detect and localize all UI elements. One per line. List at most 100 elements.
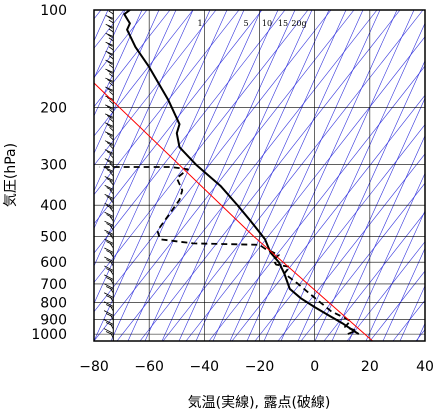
- wind-barb: [109, 100, 114, 105]
- adiabat-line: [231, 94, 425, 341]
- y-tick-label: 300: [40, 158, 67, 174]
- wind-barb: [106, 232, 113, 236]
- wind-barb: [110, 323, 114, 330]
- wind-barb: [105, 50, 114, 55]
- wind-barb: [105, 15, 114, 19]
- wind-barb: [109, 126, 114, 132]
- adiabat-line: [94, 10, 332, 313]
- wind-barb: [107, 70, 113, 74]
- wind-barb: [106, 241, 113, 245]
- wind-barb: [109, 144, 114, 150]
- mixing-ratio-label: 10: [262, 19, 272, 28]
- y-tick-label: 600: [40, 255, 67, 271]
- wind-barb: [103, 310, 114, 316]
- y-tick-label: 900: [40, 312, 67, 328]
- isotherm-line: [280, 22, 425, 341]
- wind-barb: [110, 288, 114, 294]
- wind-barb: [106, 178, 113, 182]
- adiabat-line: [139, 10, 401, 341]
- adiabat-line: [94, 10, 355, 341]
- wind-barb: [106, 259, 113, 263]
- isotherm-line: [94, 10, 228, 305]
- wind-barb: [104, 122, 114, 127]
- y-tick-label: 500: [40, 230, 67, 246]
- x-tick-label: −20: [245, 359, 275, 375]
- x-tick-label: −80: [79, 359, 109, 375]
- reference-line: [94, 82, 373, 341]
- wind-barb: [109, 153, 114, 159]
- wind-barb: [104, 185, 114, 190]
- isotherm-line: [365, 210, 425, 341]
- wind-barb: [104, 158, 114, 163]
- wind-barb: [105, 24, 114, 28]
- adiabat-line: [94, 10, 194, 137]
- wind-barb: [109, 171, 114, 177]
- wind-barb: [106, 196, 113, 200]
- wind-barb: [110, 279, 114, 285]
- wind-barb: [107, 34, 113, 38]
- wind-barb: [110, 314, 114, 321]
- wind-barb: [109, 135, 114, 141]
- wind-barb: [105, 68, 114, 73]
- isotherm-line: [110, 10, 262, 341]
- wind-barb: [107, 25, 113, 29]
- wind-barb: [105, 77, 114, 82]
- wind-barb: [103, 328, 114, 334]
- x-tick-label: −40: [190, 359, 220, 375]
- isotherm-line: [246, 10, 398, 341]
- wind-barb: [104, 140, 114, 145]
- adiabat-line: [94, 10, 309, 283]
- wind-barb: [109, 216, 114, 222]
- wind-barb: [107, 52, 113, 56]
- wind-barb: [108, 55, 114, 60]
- wind-barb: [106, 268, 113, 272]
- wind-barb: [106, 124, 113, 128]
- isotherm-line: [94, 10, 211, 267]
- wind-barb: [109, 243, 114, 249]
- adiabat-line: [346, 241, 425, 341]
- adiabat-line: [369, 270, 425, 341]
- adiabat-line: [116, 10, 378, 341]
- mixing-ratio-label: 1: [197, 19, 202, 28]
- wind-barb: [109, 198, 114, 204]
- wind-barb: [108, 64, 114, 69]
- plot-frame: [93, 9, 426, 342]
- isotherm-line: [94, 10, 143, 117]
- wind-barb: [106, 223, 113, 227]
- wind-barb: [103, 292, 114, 298]
- wind-barb: [108, 28, 114, 33]
- wind-barb: [109, 118, 114, 123]
- wind-barb: [109, 261, 114, 267]
- isotherm-line: [348, 172, 425, 341]
- wind-barb: [104, 229, 114, 235]
- y-tick-label: 200: [40, 101, 67, 117]
- y-tick-label: 100: [40, 3, 67, 19]
- y-tick-label: 400: [40, 198, 67, 214]
- adiabat-line: [185, 36, 425, 341]
- wind-barb: [105, 32, 114, 37]
- y-tick-label: 1000: [31, 327, 67, 343]
- wind-barb: [106, 142, 113, 146]
- wind-barb: [104, 256, 114, 262]
- mixing-ratio-labels: 1 5 10 15 20g: [197, 19, 306, 28]
- wind-barb: [106, 277, 113, 281]
- wind-barb: [105, 41, 114, 46]
- mixing-ratio-label: 20g: [291, 19, 306, 28]
- isotherm-line: [314, 97, 425, 341]
- isotherm-line: [178, 10, 330, 341]
- wind-barb: [109, 189, 114, 195]
- wind-barb: [107, 106, 113, 110]
- isotherm-line: [94, 10, 126, 80]
- adiabat-line: [94, 10, 286, 254]
- isotherm-line: [94, 10, 177, 192]
- x-tick-label: −60: [134, 359, 164, 375]
- wind-barb: [107, 16, 113, 20]
- wind-barb: [104, 194, 114, 199]
- y-tick-label: 800: [40, 296, 67, 312]
- temperature-line: [123, 10, 360, 335]
- wind-barb: [108, 37, 114, 42]
- adiabat-line: [254, 124, 425, 341]
- wind-barb: [106, 169, 113, 173]
- isotherm-line: [229, 10, 381, 341]
- background-adiabat-lines: [94, 10, 425, 341]
